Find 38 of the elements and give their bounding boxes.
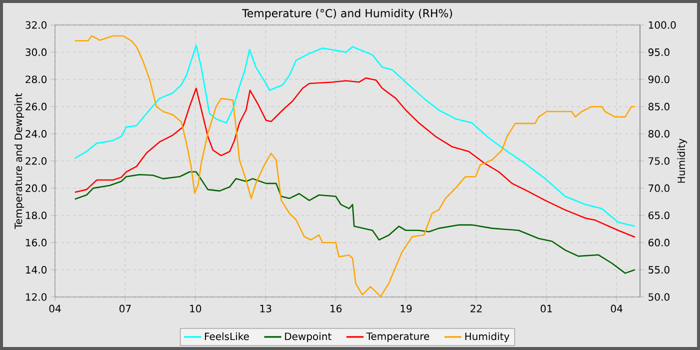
y-axis-title: Temperature and Dewpoint <box>14 93 24 230</box>
y2-tick-label: 55.0 <box>648 266 670 274</box>
x-tick-label: 16 <box>330 304 342 312</box>
legend-label: FeelsLike <box>204 332 249 340</box>
y2-tick-label: 80.0 <box>648 130 670 138</box>
y-tick-label: 32.0 <box>26 21 47 29</box>
y-tick-label: 14.0 <box>26 266 47 274</box>
y-tick-label: 18.0 <box>26 212 47 220</box>
y2-tick-label: 70.0 <box>648 184 670 192</box>
y2-axis-title: Humidity <box>677 138 687 183</box>
x-tick-label: 04 <box>610 304 622 312</box>
y2-tick-label: 75.0 <box>648 157 670 165</box>
x-tick-label: 13 <box>260 304 272 312</box>
y-tick-label: 22.0 <box>26 157 47 165</box>
y2-tick-label: 60.0 <box>648 238 670 246</box>
y-tick-label: 26.0 <box>26 102 47 110</box>
chart-title: Temperature (°C) and Humidity (RH%) <box>242 8 452 20</box>
y2-tick-label: 95.0 <box>648 48 670 56</box>
x-tick-label: 04 <box>49 304 61 312</box>
legend-label: Humidity <box>465 332 510 342</box>
y-tick-label: 20.0 <box>26 184 47 192</box>
x-tick-label: 07 <box>120 304 131 312</box>
x-tick-label: 22 <box>470 304 482 312</box>
x-tick-label: 01 <box>540 304 552 312</box>
y2-tick-label: 100.0 <box>648 21 676 29</box>
y-tick-label: 16.0 <box>26 238 47 246</box>
y2-tick-label: 85.0 <box>648 102 670 110</box>
y2-tick-label: 65.0 <box>648 212 670 220</box>
legend-label: Temperature <box>366 332 430 342</box>
x-tick-label: 19 <box>400 304 412 312</box>
y-tick-label: 28.0 <box>26 76 47 84</box>
y2-tick-label: 50.0 <box>648 293 670 301</box>
y-tick-label: 30.0 <box>26 48 47 56</box>
y2-tick-label: 90.0 <box>648 76 670 84</box>
y-tick-label: 12.0 <box>26 293 47 301</box>
legend-label: Dewpoint <box>285 332 332 342</box>
x-tick-label: 10 <box>190 304 202 312</box>
y-tick-label: 24.0 <box>26 130 47 138</box>
